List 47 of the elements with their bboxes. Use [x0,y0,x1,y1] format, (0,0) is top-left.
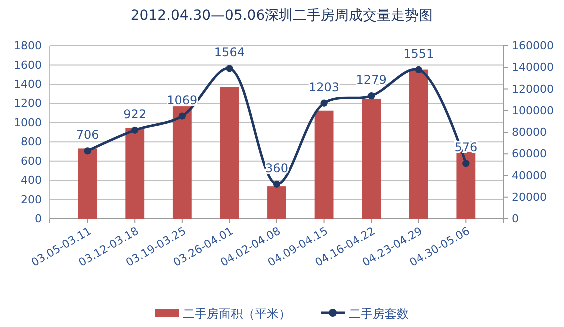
bar [314,110,334,219]
y2-tick-label: 40000 [512,169,547,182]
bar [456,152,476,219]
y-tick-label: 1200 [14,97,42,110]
point [132,126,139,134]
bar [409,70,428,219]
data-label: 1279 [356,73,387,88]
y2-tick-label: 0 [512,212,519,226]
y-tick-label: 800 [21,136,42,149]
bar [78,148,98,219]
y2-tick-label: 140000 [512,61,554,74]
y-tick-label: 1400 [14,78,42,91]
y-tick-label: 600 [21,154,42,168]
legend-label: 二手房面积（平米） [183,307,291,321]
chart-title: 2012.04.30—05.06深圳二手房周成交量走势图 [130,8,434,24]
y2-tick-label: 80000 [512,126,547,140]
data-label: 1564 [214,46,245,60]
data-label: 706 [76,128,100,142]
y-tick-label: 1000 [14,116,42,130]
data-label: 1069 [167,93,198,108]
y2-tick-label: 20000 [512,190,547,204]
bar [220,87,240,219]
bar [268,186,286,219]
data-label: 1551 [404,46,434,61]
point [84,148,92,155]
y-tick-label: 0 [35,212,42,226]
bar [362,98,382,219]
point [178,112,186,120]
point [368,92,376,100]
bar [172,106,192,219]
y2-tick-label: 120000 [512,82,554,96]
y-tick-label: 400 [21,174,42,188]
y2-tick-label: 100000 [512,104,554,118]
y-tick-label: 1600 [14,58,42,72]
legend-label: 二手房套数 [349,307,409,321]
y-tick-label: 200 [21,193,42,206]
point [273,180,281,188]
y2-tick-label: 60000 [512,148,547,161]
data-label: 1203 [309,80,340,94]
y-tick-label: 1800 [14,40,42,53]
y2-tick-label: 160000 [512,40,554,53]
point [462,160,470,168]
data-label: 922 [124,107,147,122]
point [226,65,234,72]
point [415,66,422,74]
point [320,100,328,107]
bar [126,128,145,219]
